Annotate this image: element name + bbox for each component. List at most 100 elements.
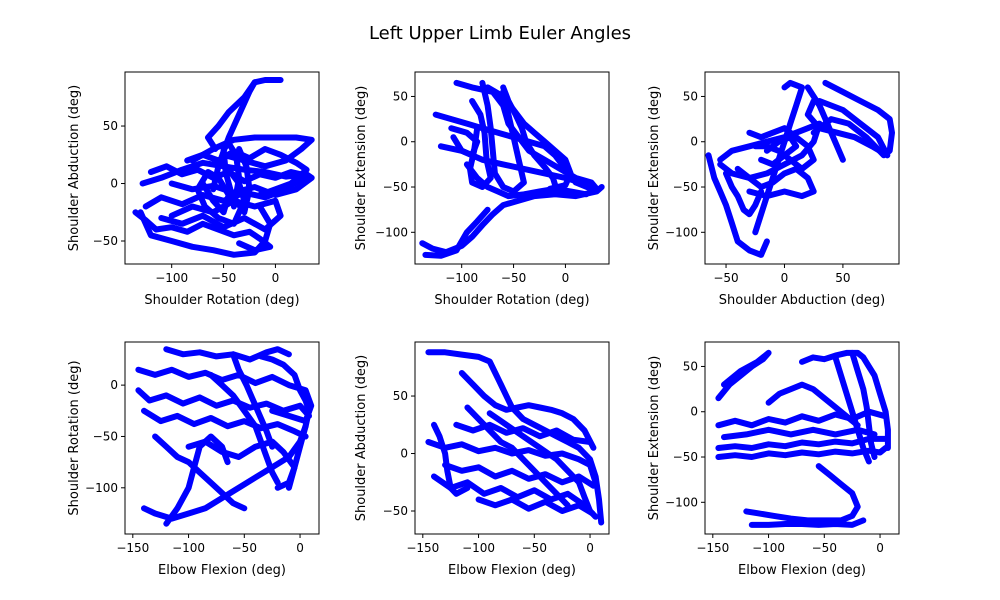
axes-frame	[414, 71, 610, 265]
x-tick-label: −100	[155, 271, 188, 285]
scatter-trace-9	[152, 433, 248, 512]
scatter-trace-9	[758, 134, 800, 168]
x-axis-label: Shoulder Rotation (deg)	[434, 293, 589, 308]
y-tick-label: −100	[665, 225, 698, 239]
subplots: −100 −50 0 −50 0 50 Shoulder Rotation (deg) Sho…	[67, 71, 900, 578]
subplot-4: −150 −100 −50 0 −100 −50 0 Elbow Flexion (deg) S…	[67, 341, 320, 578]
x-tick-label: −100	[752, 541, 785, 555]
axes-frame	[414, 341, 610, 535]
scatter-trace-6	[453, 421, 593, 445]
scatter-trace-9	[220, 140, 253, 216]
y-axis-label: Shoulder Abduction (deg)	[67, 85, 82, 252]
x-axis-label: Shoulder Abduction (deg)	[719, 293, 886, 308]
scatter-trace-10	[804, 84, 846, 163]
scatter-trace-2	[135, 387, 312, 419]
scatter-trace-5	[479, 79, 527, 195]
x-tick-label: −150	[406, 541, 439, 555]
scatter-trace-8	[132, 209, 274, 254]
scatter-trace-4	[715, 349, 772, 402]
scatter-trace-6	[743, 463, 861, 524]
subplot-1: −100 −50 0 −50 0 50 Shoulder Rotation (deg) Sho…	[67, 71, 320, 308]
scatter-trace-4	[205, 79, 258, 152]
scatter-trace-9	[486, 410, 593, 514]
scatter-trace-10	[207, 371, 281, 486]
scatter-traces	[715, 349, 891, 528]
scatter-trace-2	[422, 206, 491, 259]
x-tick-label: 0	[562, 271, 570, 285]
y-tick-label: −50	[673, 180, 698, 194]
scatter-trace-7	[748, 517, 867, 528]
y-tick-label: 50	[393, 389, 408, 403]
scatter-trace-3	[425, 439, 599, 486]
axes-frame	[124, 71, 320, 265]
scatter-trace-10	[467, 98, 494, 190]
scatter-trace-4	[810, 79, 895, 159]
x-tick-label: −50	[232, 541, 257, 555]
y-tick-label: 0	[400, 447, 408, 461]
scatter-trace-3	[141, 407, 309, 440]
x-tick-label: −100	[445, 271, 478, 285]
scatter-trace-10	[194, 166, 248, 227]
y-tick-label: −100	[85, 481, 118, 495]
scatter-trace-11	[721, 426, 878, 441]
scatter-trace-3	[715, 408, 889, 429]
y-tick-label: −50	[93, 234, 118, 248]
y-tick-label: −100	[665, 495, 698, 509]
x-axis-label: Elbow Flexion (deg)	[738, 563, 866, 578]
x-tick-label: 0	[781, 271, 789, 285]
x-tick-label: 0	[876, 541, 884, 555]
scatter-trace-5	[804, 98, 891, 159]
y-axis-label: Shoulder Extension (deg)	[647, 356, 662, 521]
scatter-trace-2	[715, 435, 889, 451]
x-tick-label: −50	[522, 541, 547, 555]
y-tick-label: 0	[110, 378, 118, 392]
subplot-2: −100 −50 0 −100 −50 0 50 Shoulder Rotation (deg…	[354, 71, 610, 308]
scatter-trace-7	[746, 125, 817, 172]
x-tick-label: −50	[211, 271, 236, 285]
x-tick-label: 50	[835, 271, 850, 285]
y-tick-label: 50	[683, 359, 698, 373]
y-tick-label: 50	[683, 89, 698, 103]
y-tick-label: −50	[93, 429, 118, 443]
x-axis-label: Shoulder Rotation (deg)	[144, 293, 299, 308]
scatter-traces	[419, 79, 605, 259]
scatter-trace-2	[137, 203, 274, 258]
y-tick-label: 0	[400, 135, 408, 149]
x-tick-label: 0	[586, 541, 594, 555]
figure-title: Left Upper Limb Euler Angles	[369, 23, 631, 44]
x-tick-label: −50	[812, 541, 837, 555]
scatter-trace-7	[463, 161, 590, 200]
scatter-trace-2	[705, 152, 770, 258]
axes-frame	[124, 341, 320, 535]
x-tick-label: −50	[501, 271, 526, 285]
x-tick-label: −100	[172, 541, 205, 555]
scatter-trace-7	[475, 496, 596, 517]
y-axis-label: Shoulder Extension (deg)	[647, 86, 662, 251]
x-tick-label: −100	[462, 541, 495, 555]
x-axis-label: Elbow Flexion (deg)	[448, 563, 576, 578]
y-tick-label: −50	[673, 450, 698, 464]
y-tick-label: 50	[393, 89, 408, 103]
y-tick-label: −50	[383, 504, 408, 518]
scatter-trace-11	[230, 351, 276, 450]
scatter-trace-7	[258, 353, 312, 491]
y-axis-label: Shoulder Rotation (deg)	[67, 360, 82, 515]
y-tick-label: 50	[103, 119, 118, 133]
subplot-6: −150 −100 −50 0 −100 −50 0 50 Elbow Flexion (deg…	[647, 341, 900, 578]
scatter-trace-8	[832, 354, 872, 465]
x-axis-label: Elbow Flexion (deg)	[158, 563, 286, 578]
scatter-trace-10	[431, 421, 471, 497]
scatter-trace-1	[425, 349, 605, 526]
scatter-traces	[425, 349, 605, 526]
y-tick-label: −50	[383, 180, 408, 194]
scatter-trace-11	[184, 146, 310, 198]
y-tick-label: 0	[690, 405, 698, 419]
x-tick-label: −150	[116, 541, 149, 555]
scatter-trace-9	[849, 349, 878, 460]
scatter-trace-11	[500, 84, 561, 195]
scatter-trace-2	[458, 370, 597, 451]
scatter-trace-5	[799, 349, 891, 451]
x-tick-label: −150	[696, 541, 729, 555]
x-tick-label: 0	[296, 541, 304, 555]
